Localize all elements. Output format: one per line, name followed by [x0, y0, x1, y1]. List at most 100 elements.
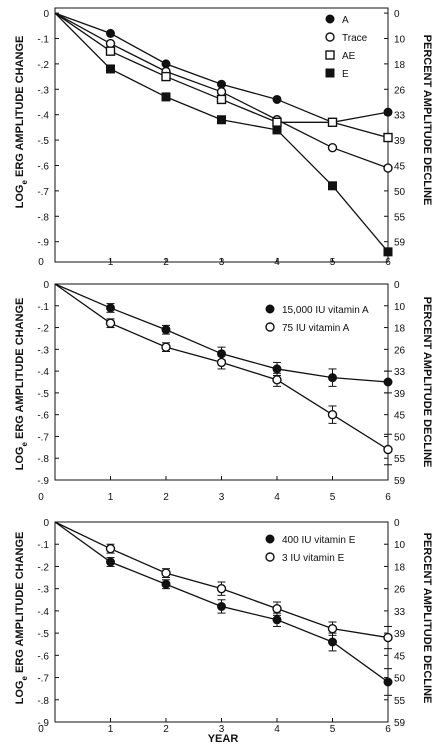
series-a-point	[161, 59, 171, 69]
y-tick-label: -.8	[37, 696, 49, 707]
y-tick-label: -.6	[37, 651, 49, 662]
y-tick-label: -.2	[37, 324, 49, 335]
x-tick-label: 6	[385, 724, 391, 735]
series-e-point	[328, 181, 337, 191]
x-tick-label: 5	[330, 492, 336, 503]
legend-marker	[265, 534, 275, 544]
series-e-point	[272, 125, 282, 135]
y-tick-label: 0	[43, 280, 49, 291]
right-tick-label: 50	[394, 187, 406, 198]
right-tick-label: 59	[394, 238, 406, 249]
right-tick-label: 0	[394, 9, 400, 20]
right-tick-label: 10	[394, 302, 406, 313]
series-e-group	[54, 12, 393, 257]
right-tick-label: 26	[394, 345, 406, 356]
series-400-iu-vitamin-e-point	[328, 637, 337, 647]
right-tick-label: 59	[394, 718, 406, 729]
chart-panel-3: LOGe ERG AMPLITUDE CHANGE PERCENT AMPLIT…	[0, 512, 442, 750]
series-3-iu-vitamin-e-point	[105, 543, 116, 554]
chart-3-svg: LOGe ERG AMPLITUDE CHANGE PERCENT AMPLIT…	[14, 518, 433, 745]
series-15-000-iu-vitamin-a-point	[161, 325, 171, 335]
x-tick-label: 1	[108, 724, 114, 735]
series-75-iu-vitamin-a-point	[216, 357, 227, 368]
series-75-iu-vitamin-a-group	[54, 283, 393, 466]
series-a-line	[54, 12, 389, 123]
right-tick-label: 39	[394, 389, 406, 400]
right-tick-label: 55	[394, 454, 406, 465]
right-tick-label: 0	[394, 280, 400, 291]
series-3-iu-vitamin-e-point	[272, 603, 282, 614]
series-e-point	[161, 92, 171, 102]
legend-label: A	[342, 15, 349, 26]
legend-marker	[265, 322, 275, 332]
series-ae-point	[216, 94, 227, 105]
series-15-000-iu-vitamin-a-point	[328, 373, 337, 383]
x-tick-label: 6	[385, 257, 391, 268]
chart-panel-2: LOGe ERG AMPLITUDE CHANGE PERCENT AMPLIT…	[0, 272, 442, 512]
right-tick-label: 26	[394, 85, 406, 96]
right-tick-label: 45	[394, 411, 406, 422]
x-tick-label: 0	[38, 724, 44, 735]
right-tick-label: 39	[394, 136, 406, 147]
legend-label: Trace	[342, 33, 368, 44]
y-tick-label: 0	[43, 518, 49, 529]
x-tick-label: 3	[219, 724, 225, 735]
y-tick-label: -.2	[37, 60, 49, 71]
x-tick-label: 2	[163, 492, 169, 503]
y-tick-label: -.8	[37, 212, 49, 223]
series-trace-point	[216, 87, 227, 97]
x-tick-label: 3	[219, 492, 225, 503]
series-3-iu-vitamin-e-group	[54, 521, 393, 650]
series-75-iu-vitamin-a-point	[327, 409, 338, 420]
legend-marker	[265, 304, 275, 314]
series-e-point	[383, 247, 393, 257]
series-ae-point	[327, 117, 338, 128]
series-ae-point	[105, 46, 116, 56]
series-trace-point	[383, 163, 393, 173]
y-axis-title-right: PERCENT AMPLITUDE DECLINE	[421, 533, 433, 704]
series-ae-point	[272, 117, 282, 128]
right-tick-label: 59	[394, 476, 406, 487]
x-tick-label: 2	[163, 257, 169, 268]
right-tick-label: 33	[394, 607, 406, 618]
series-a-point	[106, 28, 115, 38]
series-75-iu-vitamin-a-point	[272, 375, 282, 385]
y-tick-label: -.4	[37, 367, 49, 378]
chart-2-svg: LOGe ERG AMPLITUDE CHANGE PERCENT AMPLIT…	[14, 280, 433, 503]
series-e-line	[54, 12, 389, 253]
series-400-iu-vitamin-e-point	[383, 677, 393, 687]
legend-label: E	[342, 69, 349, 80]
series-a-point	[383, 107, 393, 117]
y-tick-label: -.8	[37, 454, 49, 465]
y-axis-title-left: LOGe ERG AMPLITUDE CHANGE	[14, 36, 29, 209]
y-tick-label: -.5	[37, 136, 49, 147]
y-tick-label: -.1	[37, 34, 49, 45]
y-tick-label: -.9	[37, 476, 49, 487]
right-tick-label: 26	[394, 585, 406, 596]
y-tick-label: -.9	[37, 238, 49, 249]
y-axis-title-left: LOGe ERG AMPLITUDE CHANGE	[14, 532, 29, 705]
right-tick-label: 55	[394, 696, 406, 707]
right-tick-label: 33	[394, 367, 406, 378]
series-75-iu-vitamin-a-point	[105, 318, 116, 328]
y-tick-label: -.9	[37, 718, 49, 729]
y-tick-label: -.7	[37, 432, 49, 443]
y-axis-title-left: LOGe ERG AMPLITUDE CHANGE	[14, 298, 29, 471]
right-tick-label: 50	[394, 674, 406, 685]
series-ae-point	[383, 132, 393, 143]
x-tick-label: 1	[108, 492, 114, 503]
x-tick-label: 4	[274, 724, 280, 735]
x-tick-label: 6	[385, 492, 391, 503]
y-axis-title-right: PERCENT AMPLITUDE DECLINE	[421, 297, 433, 468]
x-tick-label: 1	[108, 257, 114, 268]
y-tick-label: 0	[43, 9, 49, 20]
y-axis-title-right: PERCENT AMPLITUDE DECLINE	[421, 35, 433, 206]
series-15-000-iu-vitamin-a-point	[272, 364, 282, 374]
series-trace-point	[105, 38, 116, 49]
x-tick-label: 4	[274, 492, 280, 503]
x-tick-label: 4	[274, 257, 280, 268]
legend-label: 400 IU vitamin E	[282, 535, 356, 546]
x-tick-label: 0	[38, 257, 44, 268]
series-400-iu-vitamin-e-point	[217, 601, 226, 611]
x-tick-label: 2	[163, 724, 169, 735]
